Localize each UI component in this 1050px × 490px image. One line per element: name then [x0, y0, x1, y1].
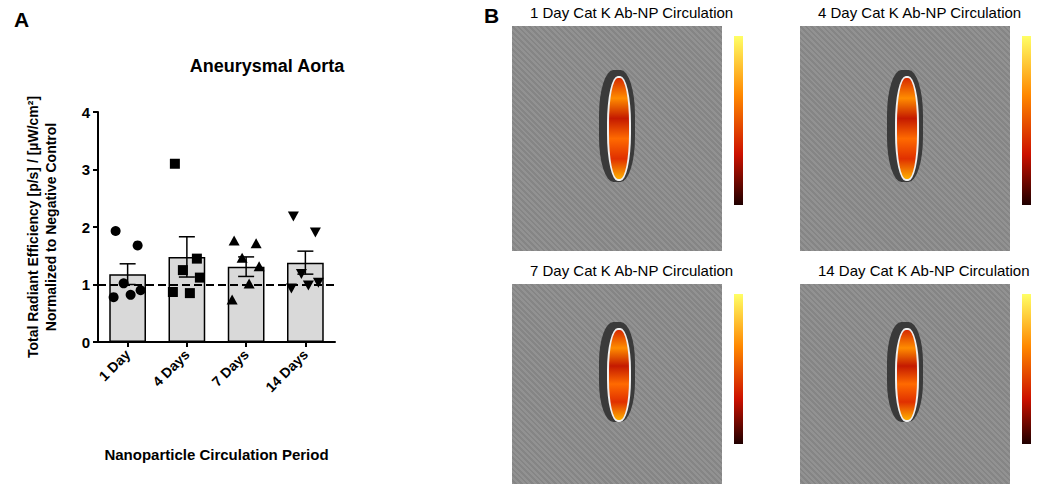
svg-text:1 Day: 1 Day — [96, 346, 134, 384]
html-text:1 Day Cat K Ab-NP Circulation: 1 Day Cat K Ab-NP Circulation — [530, 4, 734, 21]
svg-text:Normalized to Negative Control: Normalized to Negative Control — [43, 123, 59, 331]
svg-text:Aneurysmal Aorta: Aneurysmal Aorta — [190, 56, 345, 76]
html-text:B: B — [484, 4, 500, 27]
html-text:4 Day Cat K Ab-NP Circulation: 4 Day Cat K Ab-NP Circulation — [818, 4, 1022, 21]
html-text:7 Day Cat K Ab-NP Circulation: 7 Day Cat K Ab-NP Circulation — [530, 262, 734, 279]
html-text:A: A — [14, 8, 30, 31]
svg-text:Nanoparticle Circulation Perio: Nanoparticle Circulation Period — [104, 446, 328, 463]
svg-text:1: 1 — [82, 276, 90, 293]
svg-text:0: 0 — [82, 334, 90, 351]
svg-text:Total Radiant Efficiency [p/s]: Total Radiant Efficiency [p/s] / [µW/cm²… — [25, 96, 41, 358]
svg-text:2: 2 — [82, 219, 90, 236]
svg-text:3: 3 — [82, 161, 90, 178]
svg-text:4 Days: 4 Days — [149, 346, 192, 389]
svg-text:7 Days: 7 Days — [209, 346, 252, 389]
svg-text:14 Days: 14 Days — [262, 346, 311, 395]
svg-text:4: 4 — [82, 104, 91, 121]
html-text:14 Day Cat K Ab-NP Circulation: 14 Day Cat K Ab-NP Circulation — [818, 262, 1030, 279]
